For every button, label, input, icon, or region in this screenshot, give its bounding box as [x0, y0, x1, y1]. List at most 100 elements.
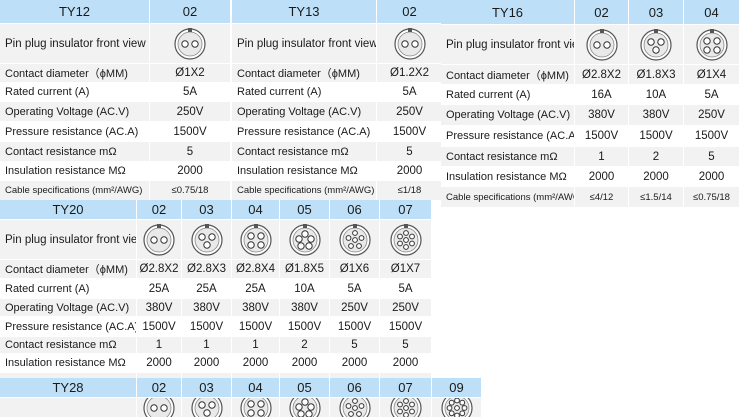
spec-label: Pin plug insulator front view — [0, 24, 150, 64]
spec-row: Contact resistance mΩ 5 — [0, 142, 231, 162]
spec-row: Cable specifications (mm²/AWG) ≤4/12 ≤1.5/… — [441, 187, 740, 208]
insulator-view-row: Pin plug insulator front view — [232, 24, 443, 64]
spec-value: Ø1.8X3 — [629, 65, 684, 85]
spec-row: Pressure resistance (AC.A) 1500V — [232, 122, 443, 142]
table-header: TY12 02 — [0, 0, 231, 24]
insulator-cell — [684, 25, 740, 65]
spec-value: 25A — [182, 279, 232, 299]
spec-row: Pressure resistance (AC.A) 1500V 1500V 1500… — [0, 317, 432, 337]
insulator-3pin-icon — [640, 28, 672, 61]
spec-value: 5A — [684, 85, 740, 105]
spec-label: Pin plug insulator front view — [232, 24, 377, 64]
spec-row: Contact diameter（ϕMM) Ø1.2X2 — [232, 64, 443, 83]
insulator-cell — [629, 25, 684, 65]
spec-value: Ø1X2 — [150, 64, 231, 83]
spec-value: ≤0.75/18 — [150, 181, 231, 201]
spec-row: Pressure resistance (AC.A) 1500V — [0, 122, 231, 142]
spec-label: Operating Voltage (AC.V) — [0, 102, 150, 122]
insulator-cell — [330, 398, 380, 418]
spec-label: Insulation resistance MΩ — [0, 162, 150, 181]
spec-value: 380V — [280, 299, 330, 317]
spec-value: 10A — [280, 279, 330, 299]
spec-value: 1500V — [150, 122, 231, 142]
spec-value: Ø1X6 — [330, 260, 380, 279]
spec-value: Ø1.2X2 — [377, 64, 443, 83]
pin-count-header: 02 — [377, 0, 443, 24]
spec-value: 250V — [150, 102, 231, 122]
spec-value: 2000 — [377, 162, 443, 181]
spec-label: Contact diameter（ϕMM) — [441, 65, 575, 85]
table-header: TY20 02 03 04 05 06 07 — [0, 200, 432, 220]
spec-value: 5 — [380, 337, 432, 354]
spec-value: 2000 — [575, 167, 629, 187]
insulator-cell — [380, 220, 432, 260]
spec-label: Pressure resistance (AC.A) — [0, 122, 150, 142]
table-header: TY28 02 03 04 05 06 07 09 — [0, 378, 482, 398]
spec-value: Ø2.8X4 — [232, 260, 280, 279]
insulator-6pin-icon — [338, 223, 371, 256]
spec-label: Pressure resistance (AC.A) — [232, 122, 377, 142]
spec-value: 2000 — [330, 354, 380, 373]
insulator-4pin-icon — [695, 28, 728, 61]
spec-label: Contact resistance mΩ — [0, 337, 137, 354]
spec-value: 1 — [137, 337, 182, 354]
spec-value: 5A — [380, 279, 432, 299]
spec-value: 380V — [137, 299, 182, 317]
spec-value: 1500V — [575, 126, 629, 147]
spec-label: Contact resistance mΩ — [441, 147, 575, 167]
pin-count-header: 02 — [150, 0, 231, 24]
insulator-cell — [377, 24, 443, 64]
model-title: TY28 — [0, 378, 137, 398]
pin-count-header: 04 — [684, 0, 740, 25]
pin-count-header: 05 — [280, 378, 330, 398]
spec-label: Rated current (A) — [0, 83, 150, 102]
insulator-7pin-icon — [389, 223, 422, 256]
insulator-cell — [137, 220, 182, 260]
spec-label: Pin plug insulator front view — [0, 220, 137, 260]
insulator-view-row: Pin plug insulator front view — [0, 220, 432, 260]
insulator-view-row — [0, 398, 482, 418]
spec-label: Cable specifications (mm²/AWG) — [0, 181, 150, 201]
spec-value: 2000 — [280, 354, 330, 373]
insulator-view-row: Pin plug insulator front view — [0, 24, 231, 64]
spec-label: Operating Voltage (AC.V) — [441, 105, 575, 126]
table-header: TY13 02 — [232, 0, 443, 24]
spec-value: 250V — [330, 299, 380, 317]
spec-value: 5 — [150, 142, 231, 162]
model-title: TY16 — [441, 0, 575, 25]
spec-value: Ø2.8X3 — [182, 260, 232, 279]
spec-value: 1500V — [182, 317, 232, 337]
spec-value: ≤1.5/14 — [629, 187, 684, 208]
pin-count-header: 04 — [232, 378, 280, 398]
spec-value: 1500V — [380, 317, 432, 337]
spec-row: Contact diameter（ϕMM) Ø1X2 — [0, 64, 231, 83]
spec-label: Operating Voltage (AC.V) — [0, 299, 137, 317]
spec-table-ty12: TY12 02 Pin plug insulator front view Conta… — [0, 0, 231, 201]
spec-value: 1500V — [684, 126, 740, 147]
spec-label: Contact diameter（ϕMM) — [232, 64, 377, 83]
spec-label: Pressure resistance (AC.A) — [0, 317, 137, 337]
spec-value: 250V — [684, 105, 740, 126]
spec-table-ty13: TY13 02 Pin plug insulator front view Conta… — [232, 0, 443, 201]
insulator-cell — [432, 398, 482, 418]
pin-count-header: 03 — [629, 0, 684, 25]
model-title: TY20 — [0, 200, 137, 220]
spec-value: 25A — [232, 279, 280, 299]
spec-value: 1500V — [137, 317, 182, 337]
spec-value: Ø1.8X5 — [280, 260, 330, 279]
spec-value: 5 — [330, 337, 380, 354]
spec-label: Pressure resistance (AC.A) — [441, 126, 575, 147]
spec-row: Insulation resistance MΩ 2000 — [232, 162, 443, 181]
insulator-3pin-icon — [190, 223, 223, 256]
pin-count-header: 02 — [575, 0, 629, 25]
insulator-cell — [330, 220, 380, 260]
spec-label: Rated current (A) — [232, 83, 377, 102]
spec-value: 5A — [377, 83, 443, 102]
spec-row: Rated current (A) 5A — [0, 83, 231, 102]
spec-value: 250V — [377, 102, 443, 122]
insulator-5pin-icon — [288, 398, 321, 417]
spec-value: 5 — [684, 147, 740, 167]
spec-value: 2000 — [137, 354, 182, 373]
spec-value: 2 — [280, 337, 330, 354]
spec-value: 1500V — [330, 317, 380, 337]
